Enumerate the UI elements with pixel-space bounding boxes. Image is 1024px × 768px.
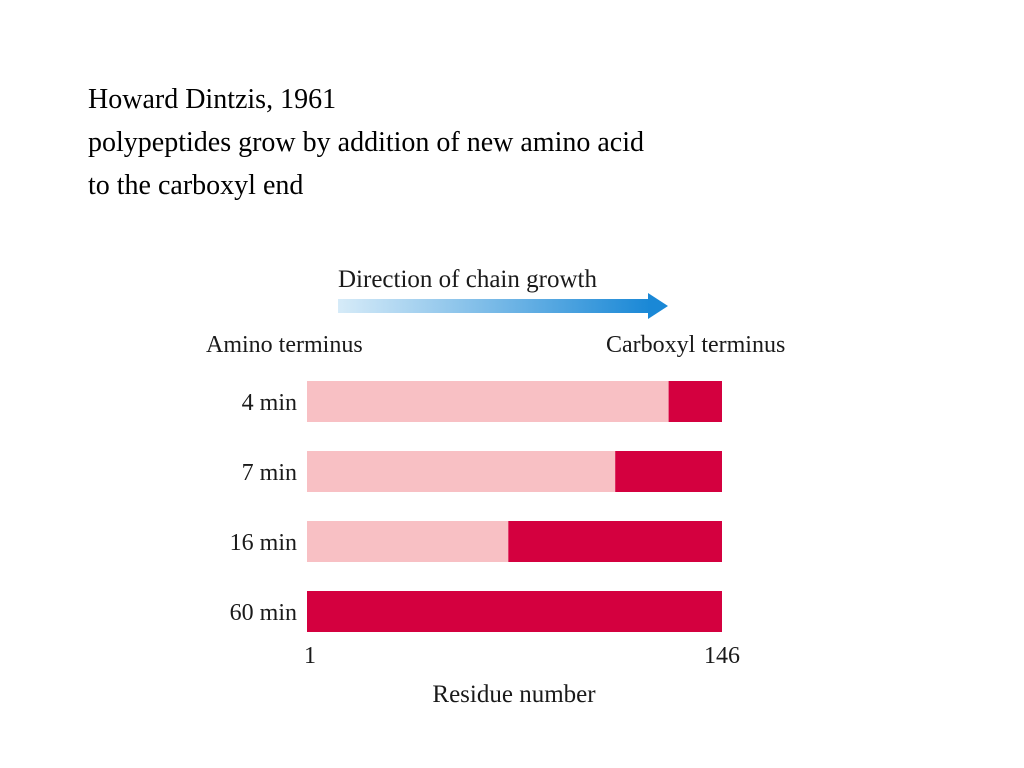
category-label: 60 min bbox=[230, 600, 297, 626]
slide-text: Howard Dintzis, 1961 polypeptides grow b… bbox=[88, 78, 644, 207]
carboxyl-terminus-label: Carboxyl terminus bbox=[606, 332, 785, 358]
category-label: 16 min bbox=[230, 530, 297, 556]
bar-7-min-segment-1 bbox=[307, 451, 616, 492]
bar-16-min-segment-1 bbox=[307, 521, 509, 562]
bar-16-min-segment-2 bbox=[508, 521, 722, 562]
bar-7-min-segment-2 bbox=[615, 451, 722, 492]
slide-subtitle-line-1: polypeptides grow by addition of new ami… bbox=[88, 127, 644, 158]
category-label: 7 min bbox=[242, 460, 297, 486]
arrow-label: Direction of chain growth bbox=[338, 266, 597, 293]
slide-title: Howard Dintzis, 1961 bbox=[88, 84, 337, 115]
x-axis-label: Residue number bbox=[432, 681, 596, 708]
growth-arrow bbox=[338, 293, 668, 319]
x-tick-label-start: 1 bbox=[304, 643, 316, 669]
category-label: 4 min bbox=[242, 390, 297, 416]
bars-group bbox=[307, 381, 722, 632]
category-labels: 4 min 7 min 16 min 60 min bbox=[230, 390, 297, 626]
slide-subtitle-line-2: to the carboxyl end bbox=[88, 170, 304, 201]
amino-terminus-label: Amino terminus bbox=[206, 332, 363, 358]
x-tick-label-end: 146 bbox=[704, 643, 740, 669]
bar-60-min-segment-2 bbox=[307, 591, 722, 632]
bar-4-min-segment-1 bbox=[307, 381, 669, 422]
bar-4-min-segment-2 bbox=[668, 381, 722, 422]
